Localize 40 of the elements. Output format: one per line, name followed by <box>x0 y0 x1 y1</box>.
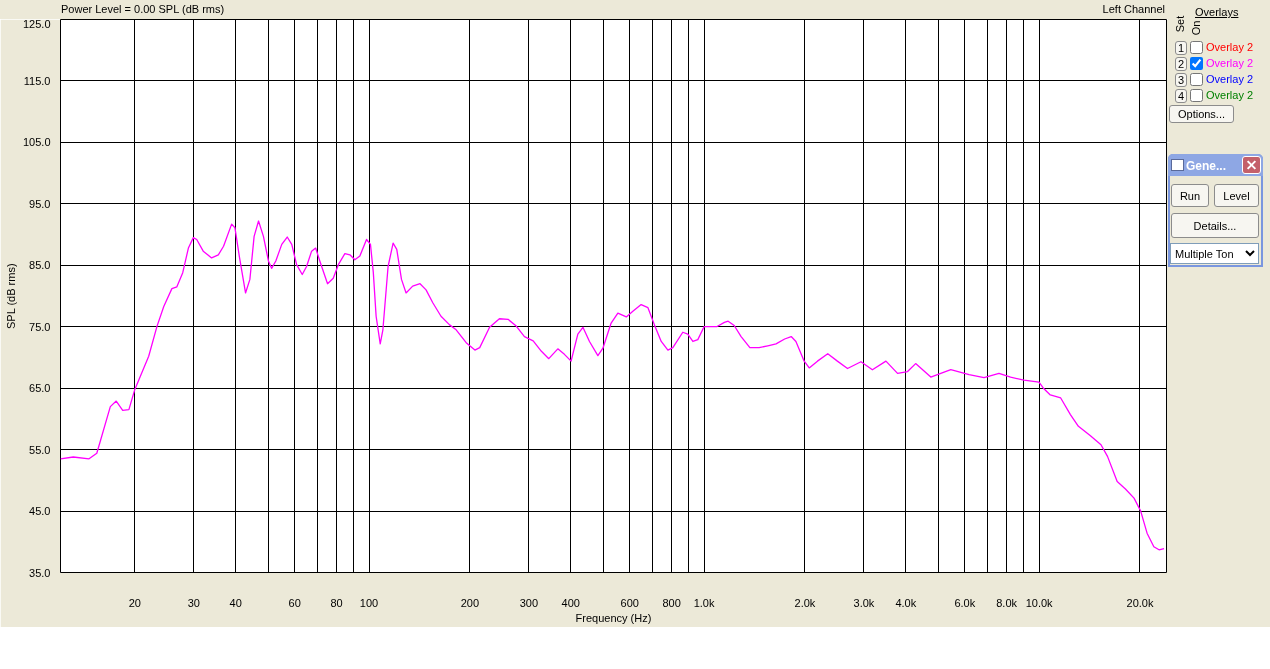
text: Overlay 2 <box>1206 57 1254 70</box>
y-tick-label: 115.0 <box>23 74 51 87</box>
chart-title: Power Level = 0.00 SPL (dB rms) <box>61 3 225 16</box>
x-tick-label: 60 <box>288 596 301 609</box>
y-tick-label: 125.0 <box>22 17 51 30</box>
text: Overlay 2 <box>1206 89 1254 102</box>
x-tick-label: 20.0k <box>1126 596 1154 609</box>
y-tick-label: 75.0 <box>29 320 51 333</box>
text: Left Channel <box>1102 3 1165 16</box>
x-tick-label: 400 <box>561 596 580 609</box>
y-tick-label: 105.0 <box>22 136 51 149</box>
x-tick-label: 20 <box>128 596 141 609</box>
text: Overlay 2 <box>1206 73 1254 86</box>
x-tick-label: 80 <box>330 596 343 609</box>
y-tick-label: 85.0 <box>29 259 51 272</box>
text: Set <box>1173 15 1187 33</box>
x-tick-label: 200 <box>460 596 480 609</box>
x-tick-label: 4.0k <box>895 596 917 609</box>
x-tick-label: 800 <box>662 596 681 609</box>
x-tick-label: 30 <box>187 596 200 609</box>
x-tick-label: 600 <box>620 596 639 609</box>
x-axis-title: Frequency (Hz) <box>575 611 652 624</box>
x-tick-label: 100 <box>359 596 379 609</box>
x-tick-label: 6.0k <box>954 596 976 609</box>
y-tick-label: 35.0 <box>29 566 51 579</box>
text: Overlays <box>1195 6 1239 19</box>
x-tick-label: 300 <box>519 596 539 609</box>
x-tick-label: 10.0k <box>1025 596 1054 609</box>
y-tick-label: 95.0 <box>29 197 51 210</box>
x-tick-label: 1.0k <box>693 596 715 609</box>
y-tick-label: 45.0 <box>29 505 51 518</box>
y-tick-label: 55.0 <box>29 443 51 456</box>
text: Overlay 2 <box>1206 41 1254 54</box>
x-tick-label: 40 <box>229 596 242 609</box>
y-axis-title: SPL (dB rms) <box>4 263 17 330</box>
x-tick-label: 3.0k <box>853 596 875 609</box>
y-tick-label: 65.0 <box>29 382 51 395</box>
text: On <box>1189 20 1203 36</box>
x-tick-label: 2.0k <box>794 596 816 609</box>
x-tick-label: 8.0k <box>996 596 1018 609</box>
